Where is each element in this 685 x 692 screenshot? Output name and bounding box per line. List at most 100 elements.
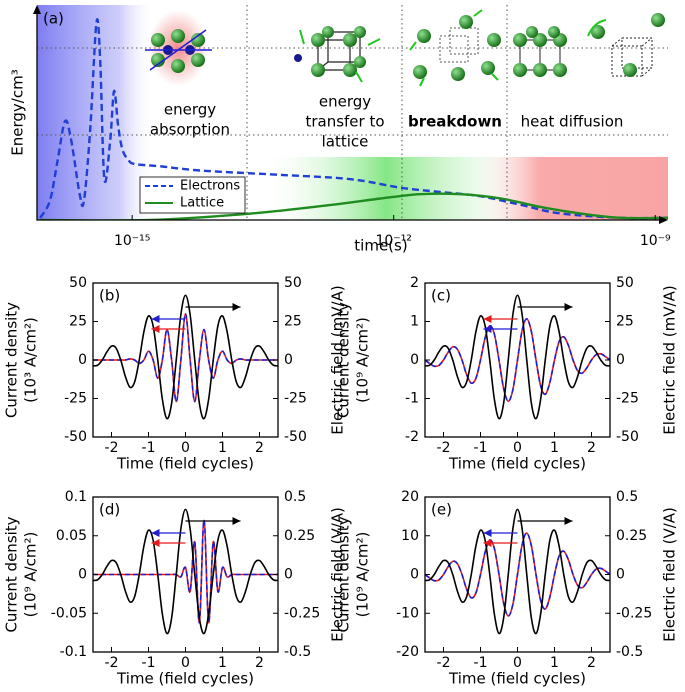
x-tick-label: 0 [181,440,190,456]
series-line [93,508,278,635]
y-axis-label: Current density [3,516,21,632]
axes [36,9,664,221]
axis-arrow [33,5,41,14]
x-tick-label: 2 [255,655,264,671]
y-tick-label: 25 [69,314,87,330]
y2-tick-label: -25 [616,391,639,407]
x-tick-label: 10⁻¹² [375,233,411,249]
x-axis-label: Time (field cycles) [116,455,254,473]
electron-arrows [145,29,212,71]
y2-tick-label: 0 [616,567,625,583]
x-tick-label: 2 [255,440,264,456]
x-tick-label: 1 [218,655,227,671]
y-tick-label: 0 [410,352,419,368]
y-tick-label: -10 [396,605,419,621]
y-axis-label: Current density [3,302,21,418]
y2-axis-label: Electric field (mV/A) [329,285,347,434]
y-tick-label: 1 [410,314,419,330]
absorption-glow [148,10,208,86]
y2-tick-label: -50 [616,429,639,445]
y-tick-label: 50 [69,275,87,291]
annotation: energy [319,93,371,111]
annotation: transfer to [305,113,384,131]
x-tick-label: 2 [587,655,596,671]
series-line [425,318,610,402]
series-line [425,508,610,635]
annotation: lattice [322,133,369,151]
y-tick-label: 2 [410,275,419,291]
separators [37,5,668,220]
y2-tick-label: -0.25 [616,605,652,621]
arrow-head [483,539,492,547]
y2-tick-label: -0.5 [616,644,643,660]
y2-tick-label: 0.25 [284,528,315,544]
y-axis-label: Current density [335,302,353,418]
y-tick-label: -50 [64,429,87,445]
x-tick-label: 2 [587,440,596,456]
crystal-absorb [151,29,205,73]
crystal-breakdown [409,9,501,87]
y-axis-label: Energy/cm³ [9,69,27,155]
x-tick-label: -1 [142,655,156,671]
x-tick-label: 1 [550,440,559,456]
x-tick-label: -2 [105,655,119,671]
x-axis-label: time(s) [354,237,407,255]
y2-tick-label: -0.5 [284,644,311,660]
panel-label: (b) [99,287,120,305]
annotation: heat diffusion [521,113,624,131]
y2-tick-label: -25 [284,391,307,407]
panel-label: (a) [43,10,64,28]
y-tick-label: -0.1 [60,644,87,660]
y-tick-label: -20 [396,644,419,660]
annotation: absorption [150,121,230,139]
y-tick-label: -1 [405,391,419,407]
series-line [93,312,278,403]
y-tick-label: -0.05 [51,605,87,621]
x-axis-label: Time (field cycles) [116,670,254,688]
crystal-diffusion [513,13,665,77]
arrow-head [483,529,492,537]
arrow-head [151,325,160,333]
arrow-head [564,517,573,525]
y-tick-label: 0.05 [56,528,87,544]
y-tick-label: 0 [78,567,87,583]
crystal-icons [145,9,665,87]
annotation: energy [164,101,216,119]
y2-axis-label: Electric field (V/A) [661,507,679,642]
y-tick-label: 0 [78,352,87,368]
x-tick-label: 0 [513,655,522,671]
series-line [93,519,278,624]
y2-tick-label: 0.5 [284,489,306,505]
y2-tick-label: 0 [284,567,293,583]
arrow-head [151,529,160,537]
legend-label: Electrons [180,179,240,194]
x-tick-label: 10⁻¹⁵ [114,233,150,249]
x-tick-label: -2 [105,440,119,456]
series-line [425,294,610,420]
y2-tick-label: 50 [616,275,634,291]
arrow-head [483,325,492,333]
x-tick-label: 1 [550,655,559,671]
x-tick-label: 0 [181,655,190,671]
legend-box [139,176,246,214]
panel-label: (d) [99,501,120,519]
arrow-head [232,517,241,525]
series-line [40,192,668,220]
series-line [93,294,278,420]
y2-tick-label: 50 [284,275,302,291]
arrow-head [483,315,492,323]
y-tick-label: -2 [405,429,419,445]
y2-tick-label: 25 [616,314,634,330]
arrow-head [151,315,160,323]
crystal-transfer [294,26,381,83]
y2-tick-label: 0 [284,352,293,368]
y-axis-label: Current density [335,516,353,632]
arrow-head [564,303,573,311]
y-axis-label: (10³ A/cm²) [22,317,40,403]
y-tick-label: 0.1 [65,489,87,505]
arrow-head [232,303,241,311]
y-axis-label: (10⁹ A/cm²) [354,317,372,403]
x-tick-label: 10⁻⁹ [640,233,671,249]
y-tick-label: 0 [410,567,419,583]
